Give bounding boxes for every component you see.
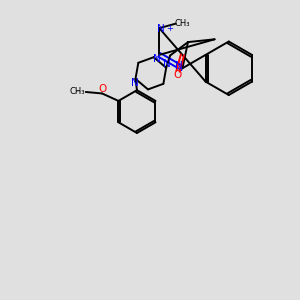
Text: N: N — [131, 78, 139, 88]
Text: N: N — [175, 61, 182, 71]
Text: CH₃: CH₃ — [70, 88, 85, 97]
Text: +: + — [166, 24, 173, 33]
Text: N: N — [157, 24, 165, 34]
Text: N: N — [163, 58, 170, 69]
Text: O: O — [98, 84, 106, 94]
Text: CH₃: CH₃ — [174, 19, 190, 28]
Text: N: N — [153, 54, 161, 64]
Text: methoxy: methoxy — [76, 91, 82, 92]
Text: O: O — [174, 70, 182, 80]
